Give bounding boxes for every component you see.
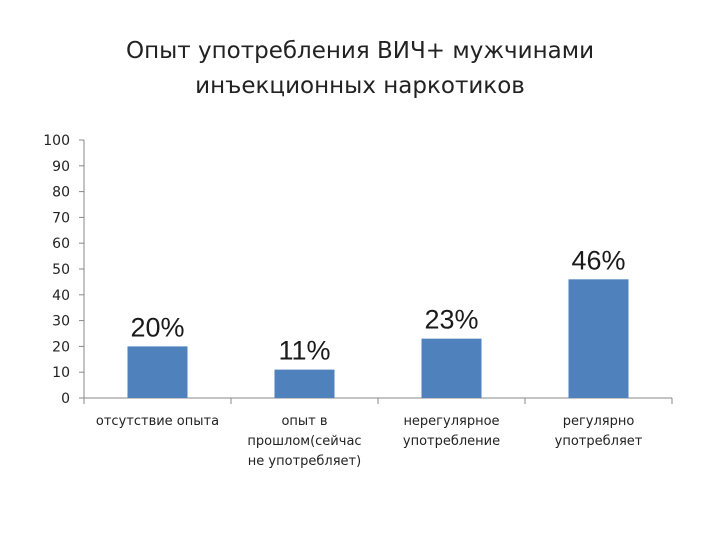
y-tick-label: 30 bbox=[52, 314, 70, 330]
y-tick-label: 70 bbox=[52, 210, 70, 226]
category-label-line: нерегулярное bbox=[403, 414, 499, 429]
data-label: 11% bbox=[278, 336, 330, 366]
data-label: 23% bbox=[424, 305, 478, 335]
category-label-line: прошлом(сейчас bbox=[247, 434, 361, 449]
y-tick-label: 50 bbox=[52, 262, 70, 278]
y-tick-label: 20 bbox=[52, 339, 70, 355]
y-tick-label: 90 bbox=[52, 159, 70, 175]
category-label: нерегулярное употребление bbox=[403, 414, 500, 449]
category-label-line: употребление bbox=[403, 434, 500, 449]
category-label-line: не употребляет) bbox=[248, 454, 361, 469]
data-label: 20% bbox=[130, 312, 184, 342]
chart-title-line-1: Опыт употребления ВИЧ+ мужчинами bbox=[125, 38, 595, 64]
category-label: опыт в прошлом(сейчас не употребляет) bbox=[247, 414, 361, 469]
category-label-line: отсутствие опыта bbox=[96, 414, 219, 429]
bar bbox=[274, 369, 335, 398]
y-tick-label: 80 bbox=[52, 185, 70, 201]
chart-title-line-2: инъекционных наркотиков bbox=[195, 73, 525, 99]
y-tick-label: 0 bbox=[61, 391, 70, 407]
category-label-line: употребляет bbox=[555, 434, 643, 449]
category-label: регулярно употребляет bbox=[555, 414, 643, 449]
bar bbox=[568, 279, 629, 398]
data-label: 46% bbox=[571, 245, 625, 275]
y-tick-label: 40 bbox=[52, 288, 70, 304]
bar bbox=[127, 346, 188, 398]
y-tick-label: 100 bbox=[43, 133, 70, 149]
y-tick-label: 10 bbox=[52, 365, 70, 381]
chart-title: Опыт употребления ВИЧ+ мужчинами инъекци… bbox=[0, 34, 720, 104]
category-label-line: регулярно bbox=[563, 414, 635, 429]
y-tick-label: 60 bbox=[52, 236, 70, 252]
category-label-line: опыт в bbox=[281, 414, 327, 429]
category-label: отсутствие опыта bbox=[96, 414, 219, 429]
bar bbox=[421, 338, 482, 398]
